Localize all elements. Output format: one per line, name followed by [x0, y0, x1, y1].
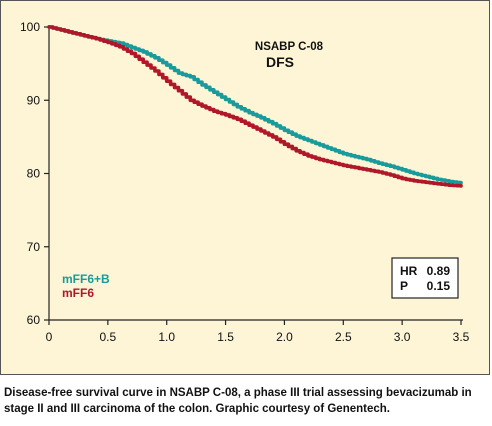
- y-tick-label: 80: [27, 167, 41, 181]
- figure-caption: Disease-free survival curve in NSABP C-0…: [4, 387, 472, 415]
- stats-box: HR 0.89 P 0.15: [391, 257, 459, 299]
- x-tick-label: 3.0: [394, 330, 411, 344]
- stat-value: 0.89: [427, 264, 451, 278]
- stats-box-frame: [391, 257, 459, 299]
- series-line-mff6-b: [47, 25, 463, 185]
- x-tick-label: 2.5: [335, 330, 352, 344]
- axes: 60 70 80 90 100 0 0.5 1.0 1.5 2.0 2.5 3.0 3.5: [20, 20, 470, 344]
- x-tick-label: 0: [46, 330, 53, 344]
- y-tick-label: 90: [27, 93, 41, 107]
- x-tick-label: 1.5: [217, 330, 234, 344]
- stat-value: 0.15: [427, 279, 451, 293]
- chart-subtitle: DFS: [266, 54, 294, 70]
- series-layer: [47, 25, 463, 188]
- chart-panel: [0, 0, 490, 375]
- series-line-mff6: [47, 25, 463, 188]
- legend-entry: mFF6: [62, 286, 94, 300]
- y-tick-label: 70: [27, 240, 41, 254]
- legend-entry: mFF6+B: [62, 272, 110, 286]
- x-tick-label: 3.5: [453, 330, 470, 344]
- chart-title: NSABP C-08: [255, 41, 324, 53]
- stat-label: P: [400, 279, 408, 293]
- y-tick-label: 100: [20, 20, 40, 34]
- y-tick-label: 60: [27, 313, 41, 327]
- x-tick-label: 1.0: [158, 330, 175, 344]
- x-tick-label: 2.0: [276, 330, 293, 344]
- x-tick-label: 0.5: [100, 330, 117, 344]
- stat-label: HR: [400, 264, 418, 278]
